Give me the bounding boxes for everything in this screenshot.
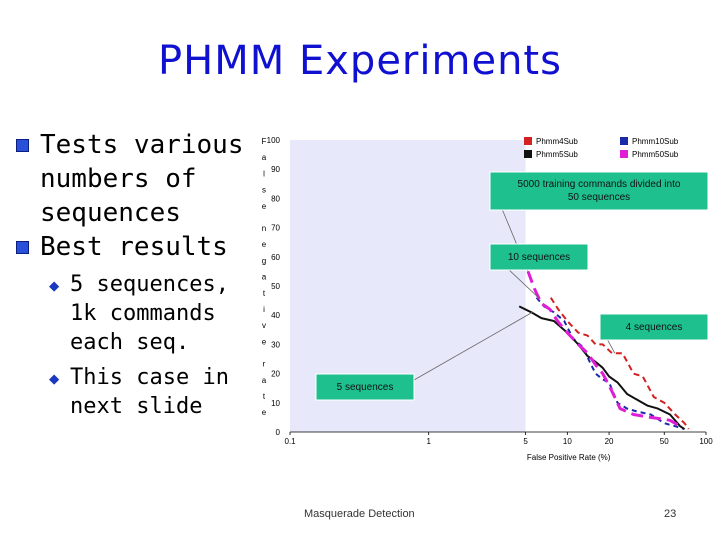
y-tick-label: 40 [271,311,280,320]
diamond-bullet-icon: ◆ [49,369,60,389]
page-number: 23 [664,508,677,520]
bullet-item: Tests various numbers of sequences [16,128,252,230]
callout-text: 10 sequences [508,252,570,263]
y-axis-label-char: e [262,202,267,211]
bullet-item: Best results [16,230,252,264]
legend-swatch [524,137,532,145]
x-tick-label: 1 [426,437,431,446]
y-axis-label-char: t [263,289,266,298]
legend-swatch [620,137,628,145]
bullet-text: Best results [40,232,228,262]
y-axis-label-char: F [262,137,267,146]
chart-axes: 0 10 20 30 40 50 60 70 80 90 100 0.1 1 5 10 20 50 100 [267,136,714,446]
sub-bullet-text: This case in next slide [70,365,229,419]
callout-text-line: 5000 training commands divided into [518,179,681,190]
y-axis-label-char: a [262,153,267,162]
chart-legend: Phmm4Sub Phmm10Sub Phmm5Sub Phmm50Sub [524,137,679,159]
y-tick-label: 70 [271,224,280,233]
x-tick-label: 50 [660,437,669,446]
x-tick-label: 20 [605,437,614,446]
callout-text: 5000 training commands divided into 50 se… [518,179,681,203]
y-tick-label: 80 [271,194,280,203]
slide-title: PHMM Experiments [158,38,562,84]
legend-label: Phmm5Sub [536,150,578,159]
bullet-text: Tests various numbers of sequences [40,130,244,228]
y-axis-label-char: s [262,186,266,195]
y-axis-label-char: a [262,376,267,385]
y-axis-label-char: t [263,392,266,401]
x-tick-label: 10 [563,437,572,446]
y-tick-label: 90 [271,165,280,174]
callout-leader-line [413,311,533,381]
y-axis-label-char: r [263,360,266,369]
callout-box [489,171,709,211]
series-line-phmm50sub [526,270,681,428]
y-axis-label-char: v [262,321,266,330]
y-axis-label-char: l [263,169,265,178]
square-bullet-icon [16,241,29,254]
y-tick-label: 30 [271,340,280,349]
chart-annotations: 5000 training commands divided into 50 se… [315,171,709,401]
sub-bullet-item: ◆ This case in next slide [16,363,252,421]
y-axis-label-char: i [263,305,265,314]
callout-box [315,373,415,401]
series-line-phmm4sub [549,297,690,430]
square-bullet-icon [16,139,29,152]
legend-swatch [524,150,532,158]
x-tick-label: 0.1 [284,437,296,446]
sub-bullet-item: ◆ 5 sequences, 1k commands each seq. [16,270,252,357]
legend-label: Phmm10Sub [632,137,679,146]
callout-box [599,313,709,341]
y-axis-label-char: n [262,224,266,233]
y-axis-label-char: a [262,273,267,282]
y-axis-label-char: g [262,256,266,265]
y-axis-label-char: e [262,408,267,417]
callout-text: 5 sequences [337,382,394,393]
y-axis-label-char: e [262,337,267,346]
y-axis-label-char: e [262,240,267,249]
callout-box [489,243,589,271]
diamond-bullet-icon: ◆ [49,276,60,296]
y-tick-label: 20 [271,370,280,379]
series-line-phmm10sub [535,297,685,431]
footer-center: Masquerade Detection [304,508,415,520]
x-tick-label: 100 [699,437,713,446]
y-tick-label: 60 [271,253,280,262]
y-tick-label: 50 [271,282,280,291]
series-line-phmm5sub [518,305,686,430]
y-tick-label: 10 [271,399,280,408]
legend-swatch [620,150,628,158]
series-lines [518,270,690,431]
bullet-list: Tests various numbers of sequences Best … [16,128,252,421]
legend-label: Phmm4Sub [536,137,578,146]
x-axis-label: False Positive Rate (%) [527,453,611,462]
callout-text: 4 sequences [626,322,683,333]
sub-bullet-text: 5 sequences, 1k commands each seq. [70,272,229,355]
y-tick-label: 0 [276,428,281,437]
legend-label: Phmm50Sub [632,150,679,159]
callout-text-line: 50 sequences [568,192,630,203]
y-tick-label: 100 [267,136,281,145]
x-tick-label: 5 [523,437,528,446]
